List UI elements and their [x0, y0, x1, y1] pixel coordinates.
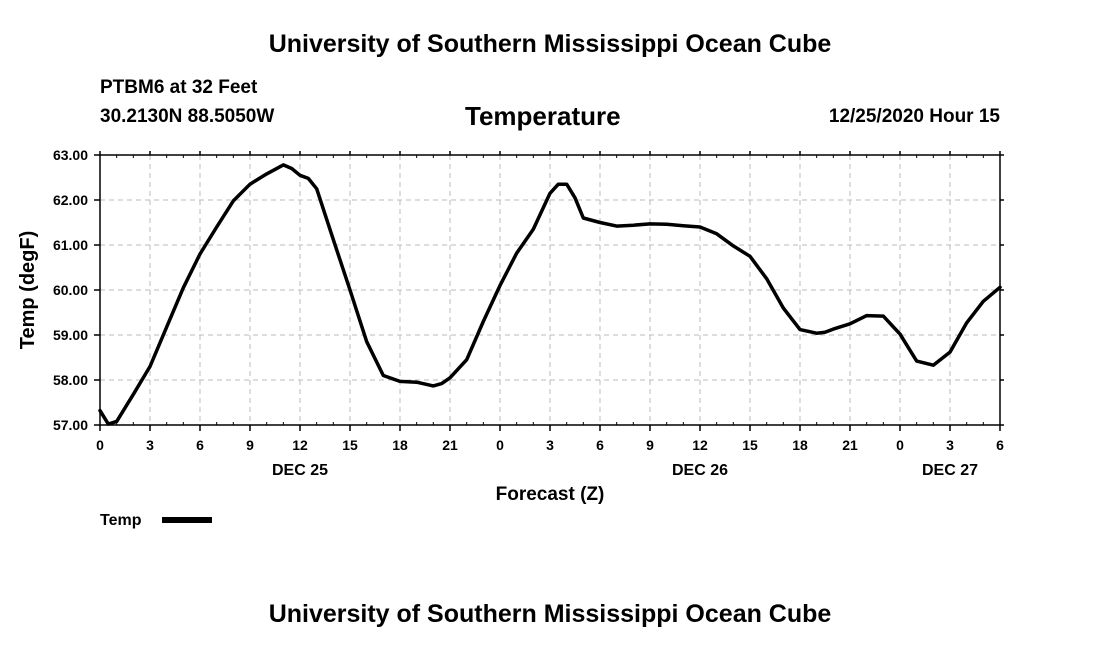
x-tick-label: 21	[442, 437, 458, 453]
y-axis-title: Temp (degF)	[17, 231, 39, 350]
station-coordinates: 30.2130N 88.5050W	[100, 106, 275, 127]
station-label: PTBM6 at 32 Feet	[100, 77, 258, 98]
x-tick-label: 12	[692, 437, 708, 453]
y-tick-label: 59.00	[53, 327, 88, 343]
x-tick-label: 18	[392, 437, 408, 453]
x-tick-label: 6	[196, 437, 204, 453]
legend-label: Temp	[100, 512, 142, 529]
x-tick-label: 21	[842, 437, 858, 453]
x-tick-label: 3	[546, 437, 554, 453]
y-tick-label: 62.00	[53, 192, 88, 208]
x-tick-label: 0	[496, 437, 504, 453]
y-tick-label: 57.00	[53, 417, 88, 433]
x-tick-label: 15	[742, 437, 758, 453]
axis-ticks	[94, 151, 1004, 431]
x-tick-label: 15	[342, 437, 358, 453]
date-label: DEC 26	[672, 462, 728, 479]
date-label: DEC 25	[272, 462, 328, 479]
x-tick-label: 6	[596, 437, 604, 453]
forecast-datetime: 12/25/2020 Hour 15	[828, 106, 1000, 127]
top-title: University of Southern Mississippi Ocean…	[268, 30, 832, 58]
chart-title: Temperature	[465, 101, 621, 131]
y-tick-label: 60.00	[53, 282, 88, 298]
y-tick-label: 61.00	[53, 237, 88, 253]
grid	[100, 155, 1000, 425]
date-label: DEC 27	[922, 462, 978, 479]
x-tick-label: 3	[146, 437, 154, 453]
x-tick-label: 6	[996, 437, 1004, 453]
axis-labels: 57.00 58.00 59.00 60.00 61.00 62.00 63.00 0 3 6 9 1…	[53, 147, 1004, 479]
x-tick-label: 3	[946, 437, 954, 453]
x-axis-title: Forecast (Z)	[496, 484, 605, 505]
x-tick-label: 0	[896, 437, 904, 453]
x-tick-label: 9	[646, 437, 654, 453]
y-tick-label: 58.00	[53, 372, 88, 388]
x-tick-label: 12	[292, 437, 308, 453]
x-tick-label: 18	[792, 437, 808, 453]
series-line-temp	[98, 163, 1002, 426]
x-tick-label: 9	[246, 437, 254, 453]
bottom-title: University of Southern Mississippi Ocean…	[268, 600, 832, 628]
y-tick-label: 63.00	[53, 147, 88, 163]
x-tick-label: 0	[96, 437, 104, 453]
